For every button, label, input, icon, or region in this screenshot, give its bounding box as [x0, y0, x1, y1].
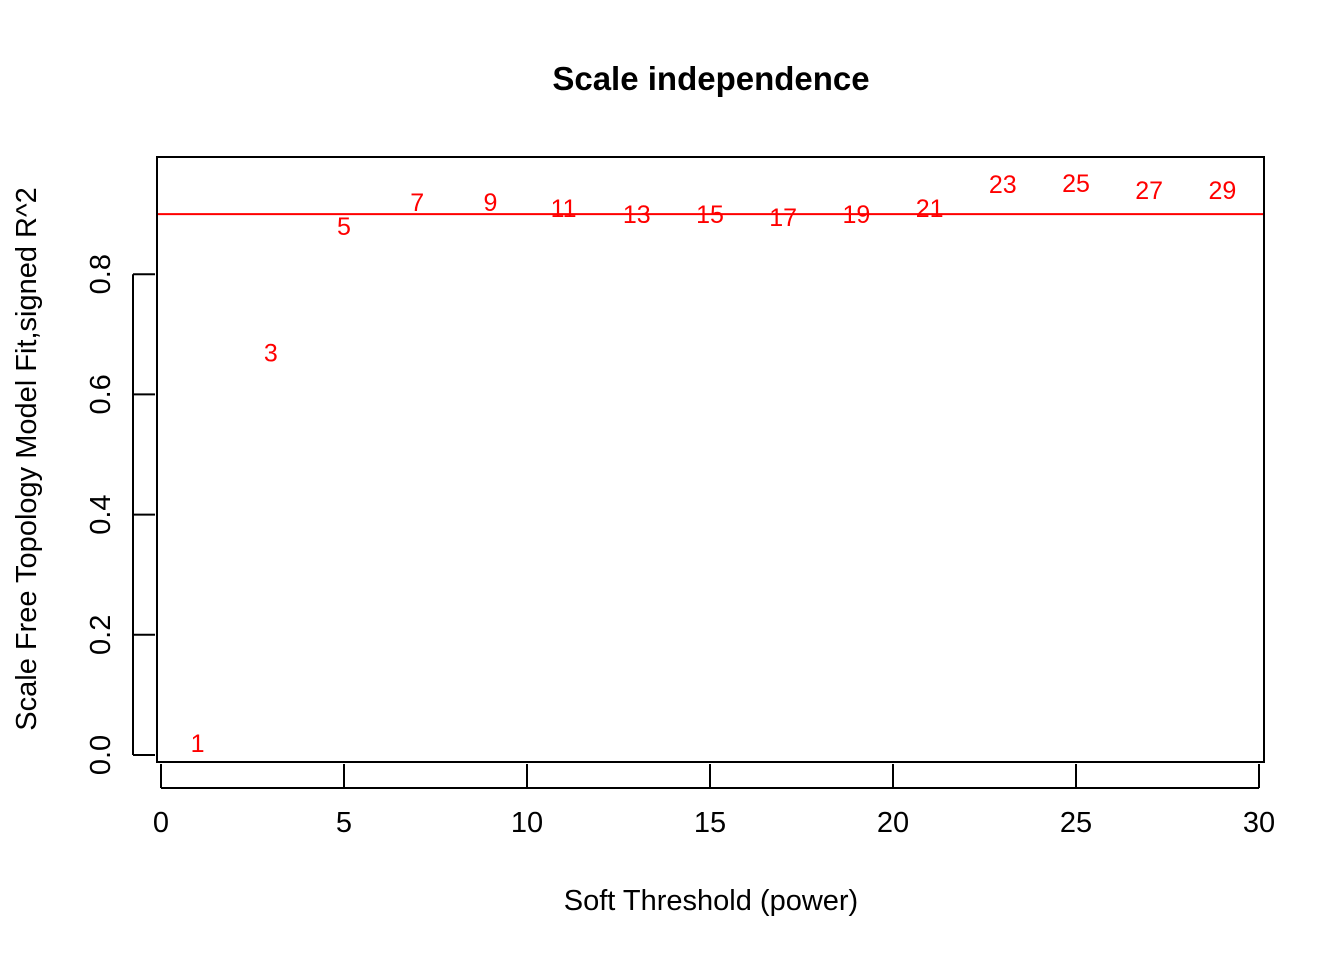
- y-axis: 0.0 0.2 0.4 0.6 0.8: [85, 254, 155, 775]
- data-point-label: 5: [337, 213, 351, 241]
- y-tick-label: 0.6: [85, 374, 117, 414]
- data-point-label: 19: [842, 201, 870, 229]
- x-axis-label: Soft Threshold (power): [564, 885, 858, 917]
- chart-title: Scale independence: [552, 60, 869, 97]
- data-point-label: 9: [483, 189, 497, 217]
- data-point-label: 3: [264, 339, 278, 367]
- x-tick-label: 10: [511, 807, 543, 839]
- x-tick-label: 15: [694, 807, 726, 839]
- x-tick-label: 5: [336, 807, 352, 839]
- y-tick-label: 0.0: [85, 735, 117, 775]
- data-point-label: 25: [1062, 170, 1090, 198]
- y-axis-label: Scale Free Topology Model Fit,signed R^2: [11, 187, 43, 730]
- x-tick-label: 25: [1060, 807, 1092, 839]
- data-point-label: 11: [551, 195, 577, 223]
- data-point-label: 1: [191, 730, 205, 758]
- data-point-label: 23: [989, 171, 1017, 199]
- x-tick-label: 0: [153, 807, 169, 839]
- x-tick-label: 20: [877, 807, 909, 839]
- data-point-label: 15: [696, 201, 724, 229]
- data-point-label: 27: [1135, 177, 1163, 205]
- data-point-label: 21: [916, 195, 944, 223]
- x-axis: 0 5 10 15 20 25 30: [153, 764, 1275, 839]
- y-tick-label: 0.2: [85, 615, 117, 655]
- data-point-label: 29: [1208, 177, 1236, 205]
- plot-area-frame: [156, 156, 1265, 763]
- x-tick-label: 30: [1243, 807, 1275, 839]
- data-point-label: 7: [410, 189, 424, 217]
- data-point-label: 13: [623, 201, 651, 229]
- data-point-label: 17: [769, 204, 797, 232]
- y-tick-label: 0.4: [85, 494, 117, 534]
- y-tick-label: 0.8: [85, 254, 117, 294]
